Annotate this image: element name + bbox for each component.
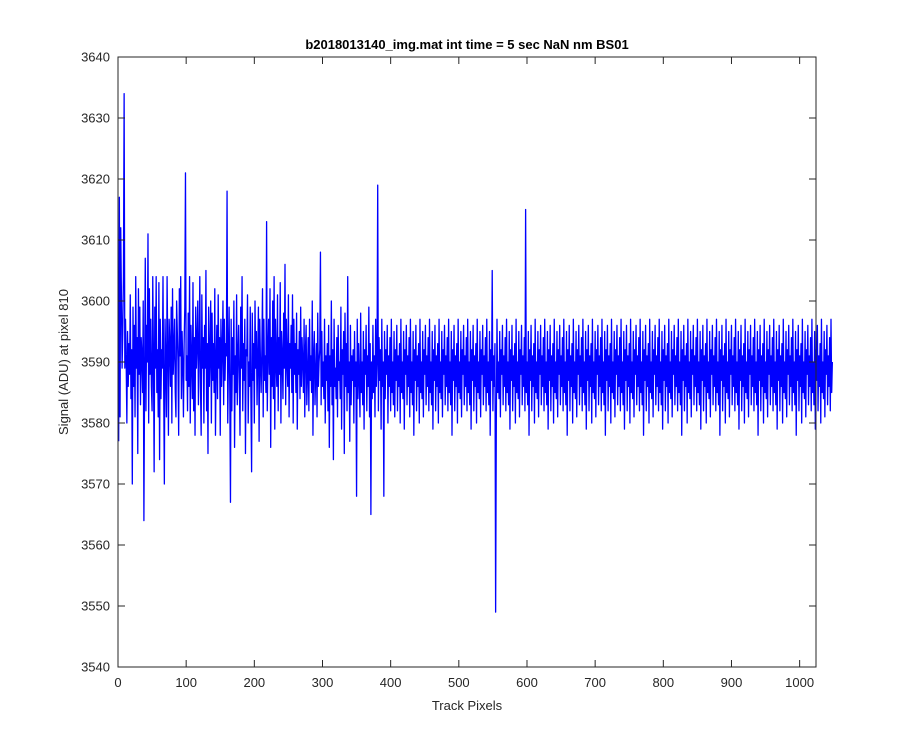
x-tick-label: 1000 [785,675,814,690]
y-tick-label: 3560 [81,538,110,553]
y-tick-label: 3540 [81,660,110,675]
series-line [118,92,834,613]
x-tick-label: 0 [114,675,121,690]
y-tick-label: 3590 [81,355,110,370]
x-tick-label: 900 [721,675,743,690]
x-tick-label: 500 [448,675,470,690]
x-axis-ticks: 0 100 200 300 400 500 600 700 800 900 1000 [114,57,814,690]
chart-title: b2018013140_img.mat int time = 5 sec NaN… [305,37,628,52]
x-tick-label: 400 [380,675,402,690]
x-axis-label: Track Pixels [432,698,503,713]
x-tick-label: 700 [584,675,606,690]
y-tick-label: 3580 [81,416,110,431]
y-axis-ticks: 3540 3550 3560 3570 3580 3590 3600 3610 3620 3630… [81,50,816,675]
x-tick-label: 100 [175,675,197,690]
y-tick-label: 3550 [81,599,110,614]
x-tick-label: 300 [312,675,334,690]
series-layer [118,92,834,613]
y-tick-label: 3610 [81,233,110,248]
x-tick-label: 200 [243,675,265,690]
x-tick-label: 800 [652,675,674,690]
x-tick-label: 600 [516,675,538,690]
y-tick-label: 3630 [81,111,110,126]
y-tick-label: 3600 [81,294,110,309]
y-axis-label: Signal (ADU) at pixel 810 [56,289,71,435]
y-tick-label: 3640 [81,50,110,65]
y-tick-label: 3620 [81,172,110,187]
y-tick-label: 3570 [81,477,110,492]
